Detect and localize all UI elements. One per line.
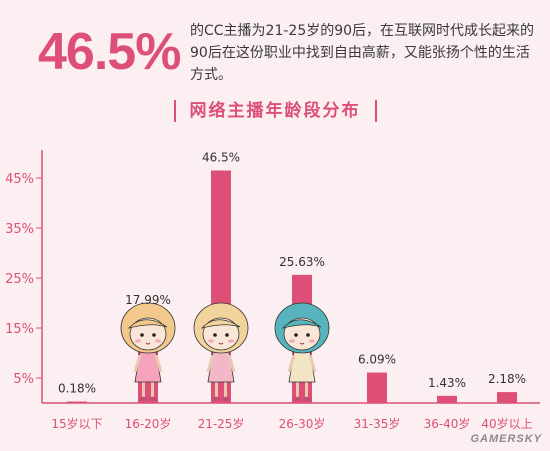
bar-value-label: 17.99% bbox=[125, 293, 171, 307]
bar bbox=[497, 392, 517, 403]
cartoon-girl-illustration bbox=[120, 302, 176, 402]
bar bbox=[367, 372, 387, 403]
y-tick-label: 25% bbox=[5, 272, 34, 287]
bar-value-label: 1.43% bbox=[428, 376, 466, 390]
y-tick-label: 5% bbox=[13, 372, 34, 387]
x-category-label: 36-40岁 bbox=[424, 416, 471, 431]
x-category-label: 40岁以上 bbox=[481, 416, 532, 431]
cartoon-girl-illustration bbox=[193, 302, 249, 402]
x-category-label: 21-25岁 bbox=[198, 416, 245, 431]
x-category-label: 15岁以下 bbox=[51, 416, 102, 431]
y-tick-label: 45% bbox=[5, 172, 34, 187]
chart-title-wrap: 网络主播年龄段分布 bbox=[0, 96, 550, 126]
x-category-label: 31-35岁 bbox=[354, 416, 401, 431]
bar-value-label: 25.63% bbox=[279, 255, 325, 269]
bar-value-label: 0.18% bbox=[58, 382, 96, 396]
bar-value-label: 46.5% bbox=[202, 151, 240, 165]
y-tick-label: 15% bbox=[5, 322, 34, 337]
bar-value-label: 6.09% bbox=[358, 353, 396, 367]
headline-description: 的CC主播为21-25岁的90后，在互联网时代成长起来的90后在这份职业中找到自… bbox=[190, 23, 535, 83]
chart-title: 网络主播年龄段分布 bbox=[173, 96, 377, 126]
bar bbox=[437, 395, 457, 403]
cartoon-girl-illustration bbox=[274, 302, 330, 402]
headline-percent: 46.5% bbox=[38, 23, 181, 81]
y-tick-label: 35% bbox=[5, 222, 34, 237]
watermark: GAMERSKY bbox=[470, 433, 542, 445]
bar-value-label: 2.18% bbox=[488, 372, 526, 386]
x-category-label: 16-20岁 bbox=[125, 416, 172, 431]
x-category-label: 26-30岁 bbox=[279, 416, 326, 431]
bar bbox=[67, 401, 87, 403]
